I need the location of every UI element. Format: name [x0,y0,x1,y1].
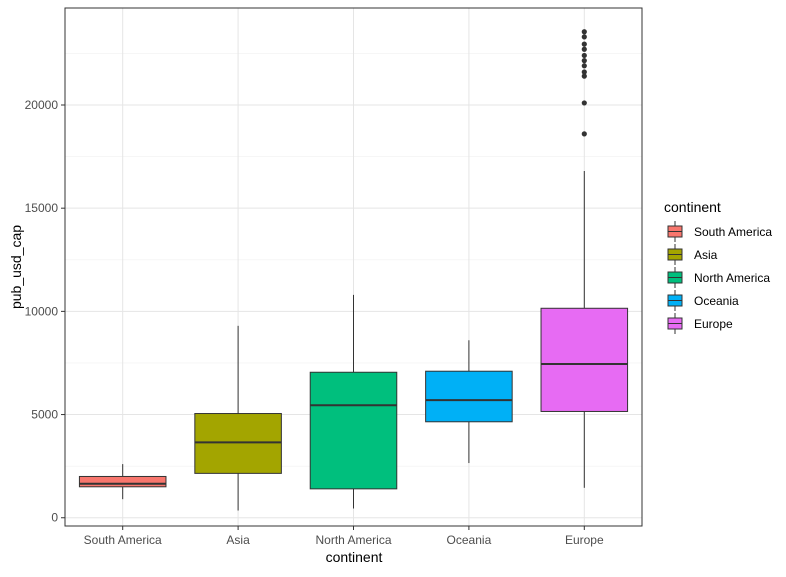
box [194,413,282,474]
y-tick-label: 15000 [25,201,59,215]
axes: 0 5000 10000 15000 20000 South America Asia Nor… [25,98,604,547]
outlier-point [581,34,587,40]
x-tick-label: South America [84,533,162,547]
legend: continent South America Asia North America… [664,199,772,334]
boxes [78,29,629,511]
y-axis-title: pub_usd_cap [8,225,24,309]
outlier-point [581,46,587,52]
outlier-point [581,100,587,106]
box [425,370,513,423]
legend-label: Oceania [694,294,739,308]
legend-label: Asia [694,248,718,262]
outlier-point [581,69,587,75]
x-tick-label: Oceania [447,533,492,547]
x-tick-label: Asia [226,533,250,547]
outlier-point [581,52,587,59]
legend-label: Europe [694,317,733,331]
box [78,475,167,488]
y-tick-label: 10000 [25,304,59,318]
outlier-point [581,73,587,79]
x-tick-label: North America [315,533,391,547]
legend-title: continent [664,199,721,215]
x-tick-label: Europe [565,533,604,547]
y-tick-label: 20000 [25,98,59,112]
y-tick-label: 0 [51,511,58,525]
outlier-point [581,63,587,69]
x-axis-title: continent [326,549,383,565]
outlier-point [581,58,587,64]
box [309,371,398,490]
outlier-point [581,29,587,35]
box [540,307,629,412]
y-tick-label: 5000 [31,408,58,422]
legend-label: North America [694,271,770,285]
legend-label: South America [694,225,772,239]
outlier-point [581,131,587,137]
outlier-point [581,41,587,47]
